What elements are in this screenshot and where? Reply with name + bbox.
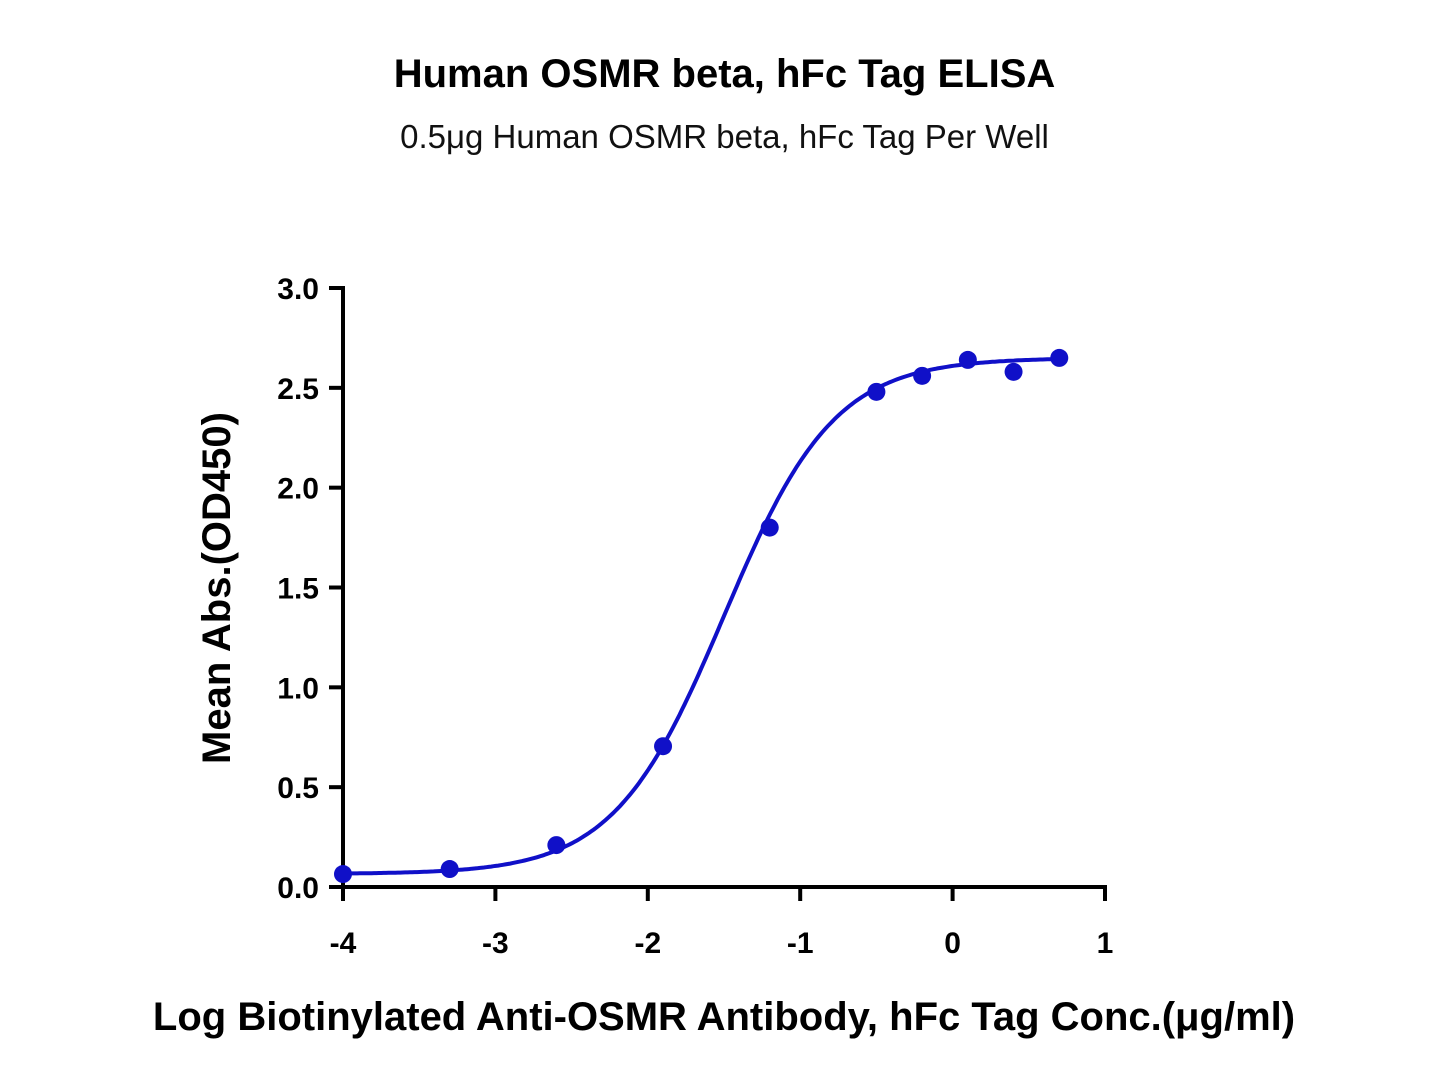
chart-subtitle: 0.5μg Human OSMR beta, hFc Tag Per Well (400, 118, 1049, 155)
x-tick-label: -1 (787, 927, 814, 960)
y-tick-label: 3.0 (277, 273, 319, 306)
x-tick-label: -3 (482, 927, 509, 960)
data-point (1050, 348, 1069, 367)
y-tick-label: 1.5 (277, 573, 319, 606)
y-tick-label: 0.5 (277, 772, 319, 805)
data-point (958, 350, 977, 369)
fit-curve (343, 357, 1060, 876)
data-point (334, 865, 352, 884)
data-point (547, 836, 566, 855)
y-axis-label: Mean Abs.(OD450) (195, 412, 239, 764)
data-point (654, 737, 673, 756)
x-tick-label: 1 (1097, 927, 1114, 960)
y-tick-label: 1.0 (277, 672, 319, 705)
x-tick-label: 0 (944, 927, 961, 960)
chart-title: Human OSMR beta, hFc Tag ELISA (393, 52, 1056, 96)
data-point (1004, 362, 1023, 381)
x-tick-label: -4 (330, 927, 357, 960)
data-point (867, 382, 886, 401)
y-tick-label: 0.0 (277, 872, 319, 905)
data-point (440, 860, 459, 879)
y-tick-label: 2.5 (277, 373, 319, 406)
x-axis-label: Log Biotinylated Anti-OSMR Antibody, hFc… (153, 995, 1295, 1039)
data-point (913, 366, 932, 385)
x-tick-label: -2 (634, 927, 661, 960)
data-point (760, 518, 779, 537)
y-tick-label: 2.0 (277, 473, 319, 506)
